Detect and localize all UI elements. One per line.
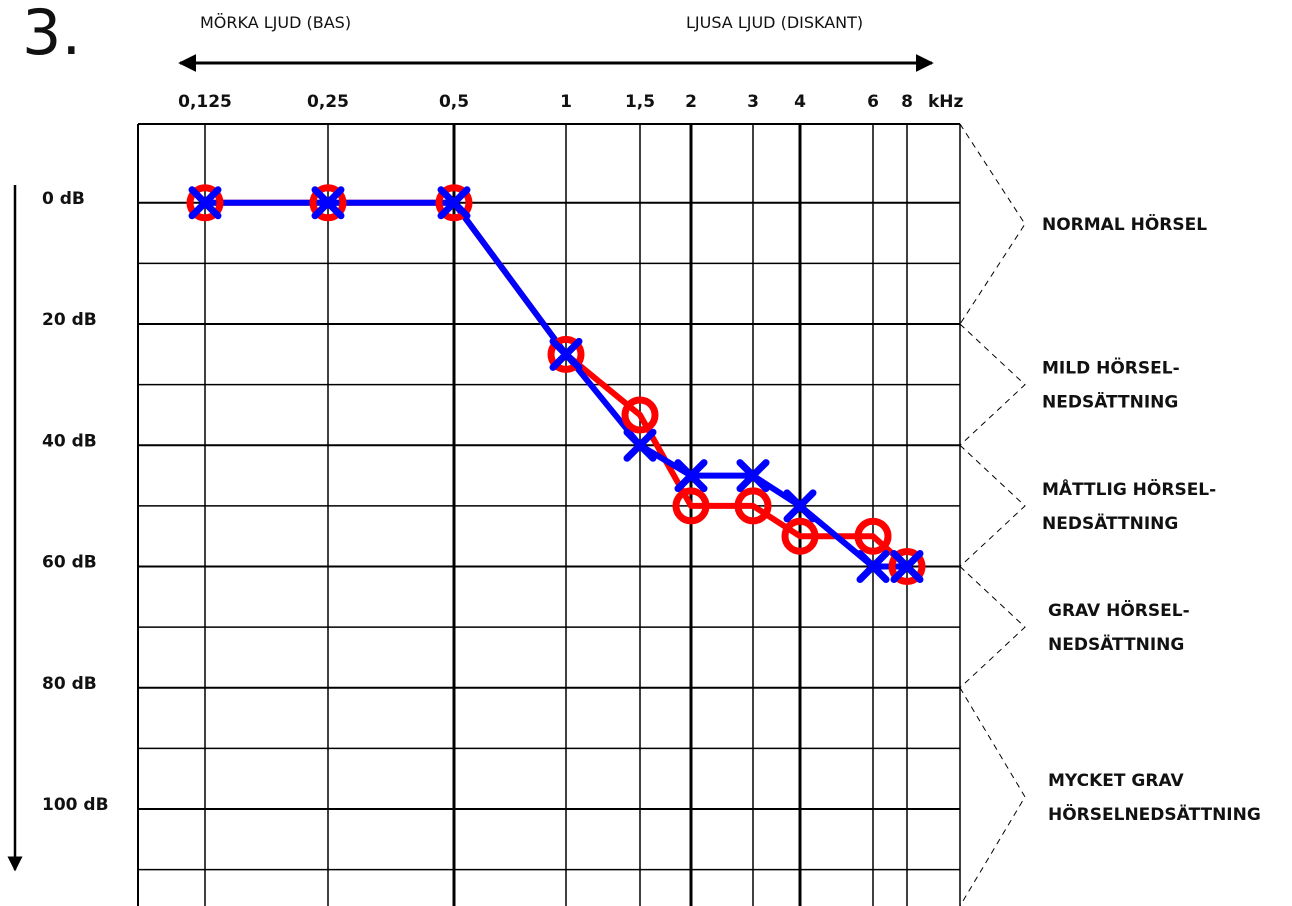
y-tick-label: 80 dB [42,674,97,694]
low-frequency-label: MÖRKA LJUD (BAS) [200,13,351,32]
circle-marker [435,184,473,222]
band-label: MÅTTLIG HÖRSEL- [1042,477,1216,500]
grid [137,123,961,906]
x-tick-label: 0,5 [439,92,469,112]
circle-marker [734,487,772,525]
severity-bands: NORMAL HÖRSEL MILD HÖRSEL- NEDSÄTTNING MÅTT… [959,123,1261,906]
y-tick-label: 60 dB [42,553,97,573]
series [186,184,926,586]
cross-marker [549,337,583,371]
figure-number: 3. [22,0,82,69]
band-label: HÖRSELNEDSÄTTNING [1048,803,1261,825]
band-bracket [959,687,1026,906]
cross-marker [623,428,657,462]
cross-marker [674,459,708,493]
band-bracket [959,323,1026,446]
band-label: MYCKET GRAV [1048,771,1184,791]
y-tick-label: 0 dB [42,189,85,209]
x-tick-label: 4 [794,92,806,112]
y-tick-label: 40 dB [42,431,97,451]
circle-marker [547,335,585,373]
cross-marker [311,186,345,220]
x-tick-label: 0,25 [307,92,349,112]
circle-marker [854,517,892,555]
x-tick-label: 0,125 [178,92,232,112]
high-frequency-label: LJUSA LJUD (DISKANT) [686,13,863,32]
band-label: GRAV HÖRSEL- [1048,599,1190,621]
band-label: NEDSÄTTNING [1042,391,1178,413]
cross-marker [736,459,770,493]
circle-marker [888,548,926,586]
circle-marker [309,184,347,222]
cross-series-line [205,199,907,570]
x-tick-label: 6 [867,92,879,112]
cross-marker [856,550,890,584]
band-bracket [959,444,1026,567]
x-tick-label: 3 [747,92,759,112]
band-bracket [959,566,1026,689]
x-tick-label: 1,5 [625,92,655,112]
x-unit-label: kHz [928,92,964,112]
tick-labels: 0,125 0,25 0,5 1 1,5 2 3 4 6 8 kHz 0 dB 20 dB 40 dB 60… [42,92,964,815]
circle-marker [186,184,224,222]
circle-marker [672,487,710,525]
x-tick-label: 2 [685,92,697,112]
band-label: NORMAL HÖRSEL [1042,213,1207,235]
cross-marker [437,186,471,220]
cross-marker [890,550,924,584]
y-tick-label: 20 dB [42,310,97,330]
band-label: MILD HÖRSEL- [1042,357,1180,379]
frequency-direction: MÖRKA LJUD (BAS) LJUSA LJUD (DISKANT) [7,13,934,872]
cross-marker [188,186,222,220]
band-label: NEDSÄTTNING [1048,633,1184,655]
y-tick-label: 100 dB [42,795,109,815]
band-label: NEDSÄTTNING [1042,512,1178,534]
x-tick-label: 1 [560,92,572,112]
band-bracket [959,123,1026,325]
x-tick-label: 8 [901,92,913,112]
circle-marker [621,396,659,434]
circle-marker [781,517,819,555]
cross-marker [783,489,817,523]
